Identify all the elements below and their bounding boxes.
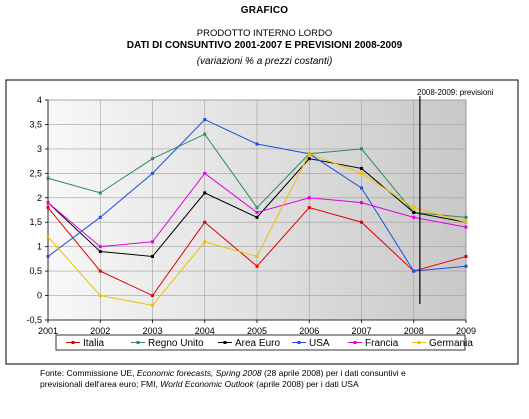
legend-label-francia: Francia (365, 338, 399, 349)
data-point-germania (412, 206, 416, 210)
data-point-germania (46, 235, 50, 239)
data-point-francia (360, 201, 363, 205)
data-point-francia (151, 240, 154, 244)
x-tick-label: 2009 (456, 326, 476, 336)
data-point-italia (98, 269, 102, 273)
data-point-area-euro (203, 191, 207, 195)
data-point-area-euro (360, 166, 363, 170)
y-tick-label: 0 (37, 291, 42, 301)
y-tick-label: 4 (37, 95, 42, 105)
data-point-regno-unito (464, 215, 468, 219)
data-point-italia (360, 220, 363, 224)
x-tick-label: 2003 (142, 326, 162, 336)
legend-label-area-euro: Area Euro (235, 338, 280, 349)
legend-marker-italia (71, 341, 75, 344)
x-tick-label: 2005 (247, 326, 267, 336)
data-point-usa (203, 118, 207, 122)
y-tick-label: 2 (37, 193, 42, 203)
data-point-usa (255, 142, 259, 146)
data-point-francia (464, 225, 468, 229)
gdp-line-chart: -0,5 0 0,5 1 1,5 2 2,5 3 3,5 4 2001 2002 2003 2004 200… (5, 79, 519, 365)
legend-label-germania: Germania (429, 338, 473, 349)
x-tick-label: 2001 (38, 326, 58, 336)
data-point-germania (255, 254, 259, 258)
data-point-usa (46, 254, 50, 258)
chart-subtitle: DATI DI CONSUNTIVO 2001-2007 E PREVISION… (126, 40, 403, 51)
data-point-italia (151, 294, 154, 298)
footnote-text: previsionali dell'area euro; FMI, (40, 379, 161, 389)
data-point-italia (203, 220, 207, 224)
data-point-usa (464, 264, 468, 268)
y-tick-label: 1 (37, 242, 42, 252)
footnote-text: (aprile 2008) per i dati USA (253, 379, 359, 389)
data-point-germania (151, 303, 154, 307)
data-point-usa (151, 171, 154, 175)
y-tick-label: 1,5 (29, 217, 42, 227)
data-point-usa (98, 215, 102, 219)
data-point-germania (98, 294, 102, 298)
data-point-italia (464, 254, 468, 258)
data-point-francia (412, 215, 416, 219)
y-tick-label: 2,5 (29, 168, 42, 178)
data-point-germania (307, 152, 311, 156)
data-point-germania (360, 171, 363, 175)
data-point-area-euro (307, 157, 311, 161)
legend-label-italia: Italia (83, 338, 105, 349)
section-label: GRAFICO (240, 5, 289, 16)
data-point-germania (203, 240, 207, 244)
legend-marker-area-euro (223, 341, 227, 344)
x-tick-label: 2006 (299, 326, 319, 336)
data-point-italia (307, 206, 311, 210)
chart-note: (variazioni % a prezzi costanti) (196, 56, 333, 67)
legend-label-usa: USA (309, 338, 330, 349)
data-point-italia (255, 264, 259, 268)
footnote-source-title: Economic forecasts, Spring 2008 (136, 368, 262, 378)
x-tick-label: 2002 (90, 326, 110, 336)
data-point-area-euro (151, 254, 154, 258)
x-tick-label: 2007 (351, 326, 371, 336)
data-point-usa (360, 186, 363, 190)
data-point-regno-unito (203, 132, 207, 136)
data-point-area-euro (98, 250, 102, 254)
data-point-usa (412, 269, 416, 273)
data-point-francia (203, 171, 207, 175)
data-point-regno-unito (98, 191, 102, 195)
data-point-francia (307, 196, 311, 200)
source-footnote: Fonte: Commissione UE, Economic forecast… (40, 368, 450, 390)
data-point-area-euro (412, 210, 416, 214)
legend-marker-usa (297, 341, 301, 344)
data-point-francia (46, 201, 50, 205)
data-point-area-euro (255, 215, 259, 219)
x-tick-label: 2008 (404, 326, 424, 336)
data-point-regno-unito (151, 157, 154, 161)
y-tick-label: 3,5 (29, 119, 42, 129)
y-tick-label: 0,5 (29, 266, 42, 276)
footnote-text: (28 aprile 2008) per i dati consuntivi e (261, 368, 406, 378)
y-tick-label: 3 (37, 144, 42, 154)
y-tick-label: -0,5 (26, 315, 42, 325)
data-point-germania (464, 220, 468, 224)
legend-label-regno-unito: Regno Unito (148, 338, 204, 349)
data-point-italia (46, 206, 50, 210)
legend-box (55, 334, 466, 351)
data-point-regno-unito (360, 147, 363, 151)
footnote-source-title: World Economic Outlook (160, 379, 254, 389)
data-point-regno-unito (255, 206, 259, 210)
data-point-francia (98, 245, 102, 249)
legend-marker-regno-unito (136, 341, 140, 344)
legend-marker-germania (417, 341, 421, 344)
data-point-regno-unito (46, 176, 50, 180)
legend-marker-francia (353, 341, 357, 344)
forecast-annotation: 2008-2009: previsioni (417, 88, 494, 97)
chart-title: PRODOTTO INTERNO LORDO (196, 28, 333, 39)
footnote-text: Fonte: Commissione UE, (40, 368, 137, 378)
data-point-francia (255, 210, 259, 214)
x-tick-label: 2004 (195, 326, 215, 336)
